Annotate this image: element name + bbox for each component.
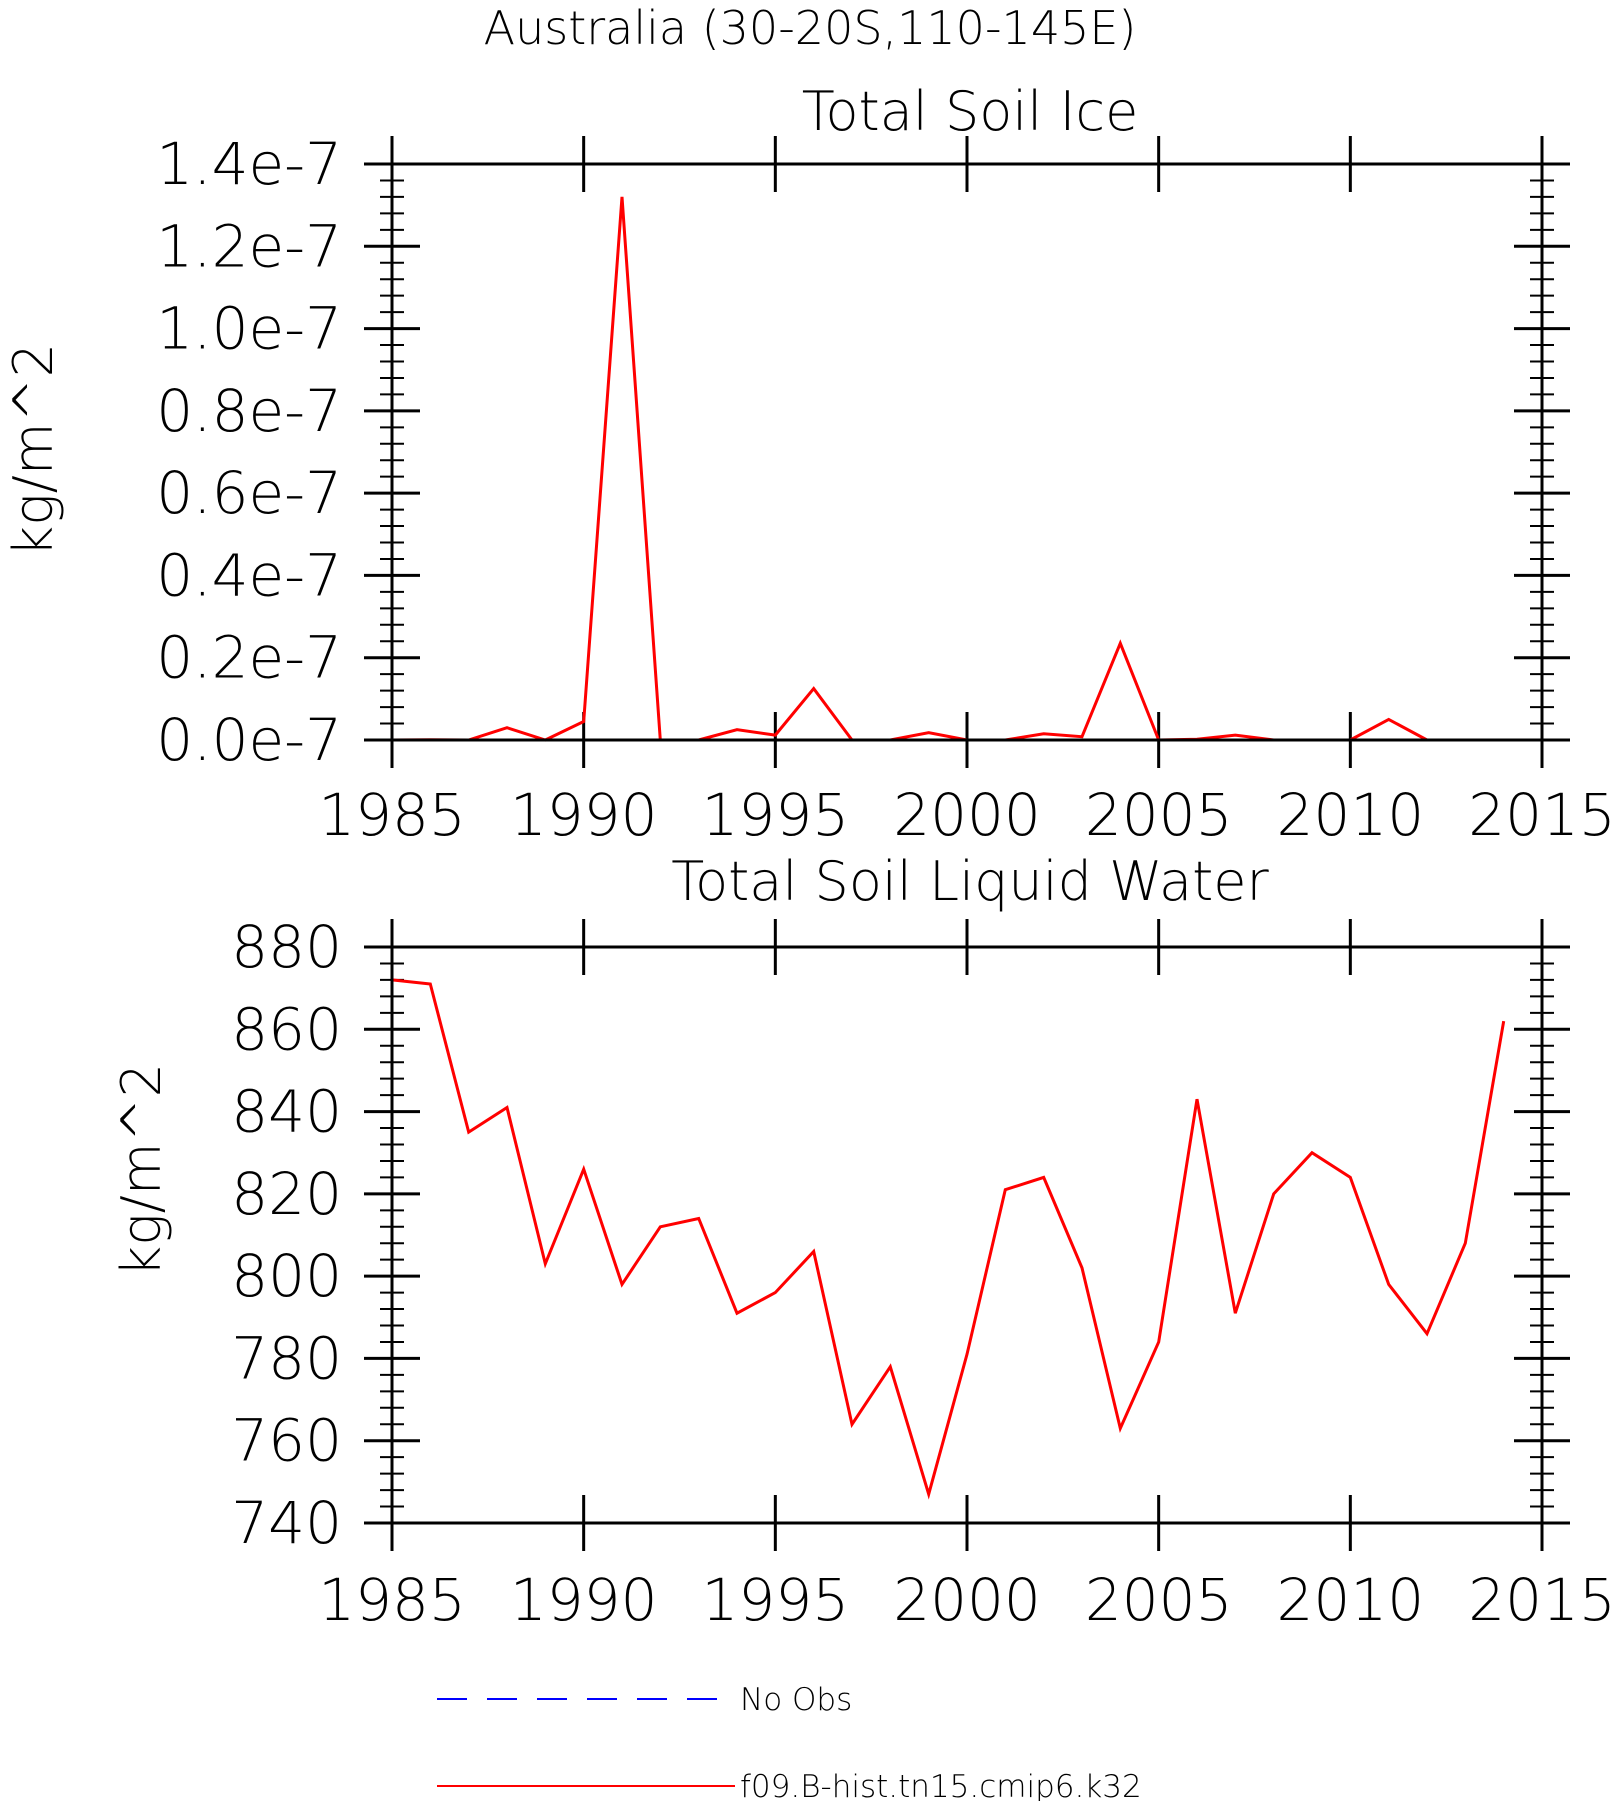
ticks <box>364 136 1570 768</box>
chart-title: Total Soil Ice <box>802 80 1139 143</box>
ticks <box>364 919 1570 1551</box>
y-tick-label: 0.4e-7 <box>156 541 342 609</box>
legend-label-no-obs: No Obs <box>740 1682 852 1718</box>
legend-label-model: f09.B-hist.tn15.cmip6.k32 <box>740 1769 1142 1801</box>
y-tick-label: 840 <box>231 1078 342 1146</box>
x-tick-label: 2005 <box>1085 1566 1233 1634</box>
x-tick-label: 2010 <box>1277 1566 1425 1634</box>
x-tick-label: 2015 <box>1468 1566 1616 1634</box>
figure-title: Australia (30-20S,110-145E) <box>484 1 1137 55</box>
y-tick-label: 880 <box>231 913 342 981</box>
y-tick-label: 0.6e-7 <box>156 459 342 527</box>
x-tick-label: 1995 <box>702 1566 850 1634</box>
y-tick-label: 780 <box>231 1324 342 1392</box>
y-tick-label: 1.0e-7 <box>156 295 342 363</box>
x-tick-label: 1985 <box>318 1566 466 1634</box>
series-line <box>391 978 1506 1500</box>
y-tick-label: 800 <box>231 1242 342 1310</box>
y-tick-label: 0.2e-7 <box>156 624 342 692</box>
chart-panel-soil-liquid-water: Total Soil Liquid Water kg/m^2 1985 1990 1… <box>110 850 1616 1634</box>
chart-panel-soil-ice: Total Soil Ice kg/m^2 1985 1990 1995 2000 20… <box>2 80 1616 849</box>
chart-title: Total Soil Liquid Water <box>671 850 1269 913</box>
x-tick-label: 2015 <box>1468 781 1616 849</box>
y-tick-label: 1.4e-7 <box>156 130 342 198</box>
x-tick-label: 2010 <box>1277 781 1425 849</box>
series-group <box>391 196 1504 742</box>
plot-frame <box>390 945 1544 1525</box>
y-tick-label: 760 <box>231 1407 342 1475</box>
y-tick-label: 860 <box>231 995 342 1063</box>
y-tick-label: 740 <box>231 1489 342 1557</box>
legend: No Obs f09.B-hist.tn15.cmip6.k32 <box>437 1682 1142 1801</box>
x-tick-label: 2000 <box>893 781 1041 849</box>
y-tick-label: 820 <box>231 1160 342 1228</box>
series-line <box>391 196 1504 742</box>
tick-labels: 1985 1990 1995 2000 2005 2010 2015 740 760 780 800… <box>231 913 1616 1634</box>
x-tick-label: 1985 <box>318 781 466 849</box>
series-group <box>391 978 1506 1500</box>
x-tick-label: 1990 <box>510 1566 658 1634</box>
y-axis-label: kg/m^2 <box>110 1063 173 1277</box>
y-tick-label: 1.2e-7 <box>156 212 342 280</box>
y-axis-label: kg/m^2 <box>2 343 65 557</box>
tick-labels: 1985 1990 1995 2000 2005 2010 2015 0.0e-7 0.2e-7… <box>156 130 1616 849</box>
plot-frame <box>390 162 1544 742</box>
x-tick-label: 1990 <box>510 781 658 849</box>
x-tick-label: 1995 <box>702 781 850 849</box>
y-tick-label: 0.0e-7 <box>156 706 342 774</box>
y-tick-label: 0.8e-7 <box>156 377 342 445</box>
x-tick-label: 2005 <box>1085 781 1233 849</box>
x-tick-label: 2000 <box>893 1566 1041 1634</box>
